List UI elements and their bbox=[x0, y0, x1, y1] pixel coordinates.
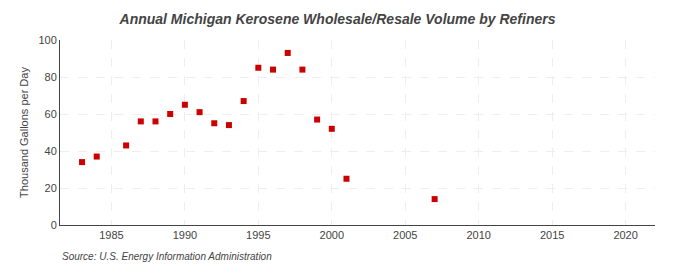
svg-text:1985: 1985 bbox=[99, 229, 123, 241]
svg-text:1990: 1990 bbox=[173, 229, 197, 241]
svg-text:40: 40 bbox=[45, 145, 57, 157]
svg-text:2000: 2000 bbox=[320, 229, 344, 241]
svg-text:Source: U.S. Energy Informatio: Source: U.S. Energy Information Administ… bbox=[62, 251, 272, 262]
svg-text:100: 100 bbox=[38, 34, 56, 46]
svg-text:2020: 2020 bbox=[613, 229, 637, 241]
svg-text:20: 20 bbox=[45, 182, 57, 194]
svg-text:80: 80 bbox=[45, 71, 57, 83]
svg-text:60: 60 bbox=[45, 108, 57, 120]
svg-text:1995: 1995 bbox=[246, 229, 270, 241]
svg-text:0: 0 bbox=[51, 219, 57, 231]
svg-text:2010: 2010 bbox=[466, 229, 490, 241]
svg-text:2005: 2005 bbox=[393, 229, 417, 241]
svg-text:Annual Michigan Kerosene Whole: Annual Michigan Kerosene Wholesale/Resal… bbox=[119, 11, 556, 27]
svg-text:2015: 2015 bbox=[540, 229, 564, 241]
svg-text:Thousand Gallons per Day: Thousand Gallons per Day bbox=[18, 67, 30, 198]
